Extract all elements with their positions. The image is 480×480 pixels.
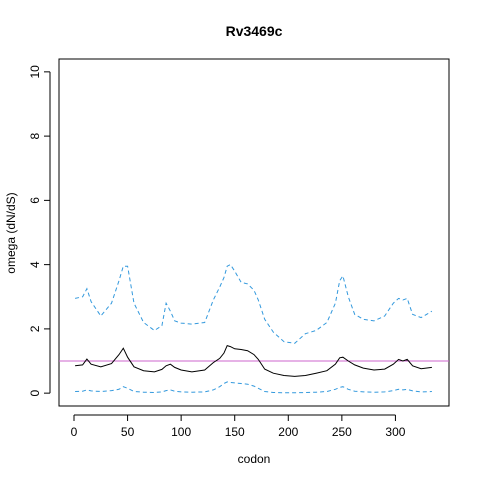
y-tick-label: 10 xyxy=(28,65,42,79)
plot-frame xyxy=(58,58,450,407)
y-axis-label: omega (dN/dS) xyxy=(4,192,18,273)
x-tick-label: 50 xyxy=(121,425,135,439)
x-tick-label: 200 xyxy=(278,425,298,439)
x-tick-label: 150 xyxy=(225,425,245,439)
upper-bound-line xyxy=(74,263,433,344)
x-tick-label: 100 xyxy=(171,425,191,439)
y-tick-label: 8 xyxy=(28,132,42,139)
x-tick-label: 250 xyxy=(332,425,352,439)
x-tick-label: 0 xyxy=(71,425,78,439)
x-tick-label: 300 xyxy=(385,425,405,439)
series-layer xyxy=(74,263,433,394)
y-tick-label: 6 xyxy=(28,197,42,204)
y-tick-label: 0 xyxy=(28,389,42,396)
chart-title: Rv3469c xyxy=(226,23,283,39)
x-axis-label: codon xyxy=(238,452,271,466)
y-tick-label: 2 xyxy=(28,325,42,332)
y-tick-label: 4 xyxy=(28,261,42,268)
mean-omega-line xyxy=(75,344,432,377)
axes-layer: 0 50 100 150 200 250 300 0 2 4 6 8 10 xyxy=(28,65,406,439)
lower-bound-line xyxy=(75,381,432,394)
